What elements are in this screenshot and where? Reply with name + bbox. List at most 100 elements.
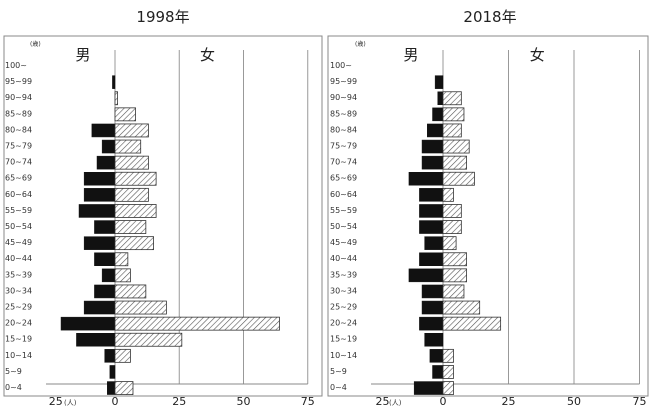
bar-male — [76, 333, 116, 347]
age-tick-label: 60~64 — [5, 190, 32, 199]
age-tick-label: 25~29 — [5, 303, 32, 312]
bar-male — [432, 365, 444, 379]
unit-label-persons: (人) — [64, 399, 77, 407]
x-tick-label: 25 — [49, 395, 63, 408]
bar-female — [442, 139, 470, 154]
bar-female — [114, 348, 131, 363]
unit-label-persons: (人) — [389, 399, 402, 407]
bar-male — [83, 172, 116, 186]
age-tick-label: 25~29 — [330, 303, 357, 312]
bar-male — [94, 220, 116, 234]
bar-female — [442, 236, 457, 251]
age-tick-label: 55~59 — [5, 206, 32, 215]
bar-male — [83, 300, 116, 315]
bar-female — [114, 187, 149, 202]
bar-female — [442, 284, 465, 299]
x-tick-label: 25 — [172, 395, 186, 408]
age-tick-label: 50~54 — [5, 222, 32, 231]
bar-male — [112, 75, 116, 89]
sex-label-male: 男 — [75, 46, 90, 64]
age-tick-label: 5~9 — [330, 367, 347, 376]
age-tick-label: 60~64 — [330, 190, 357, 199]
bar-female — [442, 252, 467, 267]
chart-title: 2018年 — [463, 8, 516, 26]
age-tick-label: 55~59 — [330, 206, 357, 215]
age-tick-label: 80~84 — [330, 125, 357, 134]
bar-female — [442, 316, 502, 331]
age-tick-label: 65~69 — [5, 174, 32, 183]
bar-male — [432, 107, 444, 122]
age-tick-label: 20~24 — [330, 319, 357, 328]
sex-label-male: 男 — [403, 46, 418, 64]
bar-male — [96, 155, 116, 170]
bar-female — [114, 171, 157, 186]
bar-male — [408, 172, 444, 186]
age-tick-label: 35~39 — [5, 270, 32, 279]
bar-female — [442, 220, 462, 234]
x-tick-label: 0 — [112, 395, 119, 408]
bar-male — [421, 300, 444, 315]
bar-male — [408, 268, 444, 283]
x-tick-label: 75 — [301, 395, 315, 408]
bar-male — [434, 75, 444, 89]
unit-label-age: (歳) — [355, 40, 366, 48]
age-tick-label: 75~79 — [5, 142, 32, 151]
sex-label-female: 女 — [530, 46, 545, 64]
bar-female — [114, 316, 280, 331]
age-tick-label: 45~49 — [5, 238, 32, 247]
bar-female — [114, 139, 142, 154]
bar-female — [442, 268, 467, 283]
bar-male — [94, 252, 116, 266]
bar-female — [442, 381, 454, 395]
age-tick-label: 10~14 — [330, 351, 357, 360]
x-tick-label: 0 — [440, 395, 447, 408]
bar-female — [442, 187, 454, 202]
bar-male — [437, 91, 444, 105]
bar-female — [442, 365, 454, 379]
bar-female — [114, 284, 147, 299]
bar-female — [442, 348, 454, 363]
bar-male — [424, 333, 444, 347]
bar-male — [421, 155, 444, 170]
bar-female — [442, 107, 465, 122]
bar-male — [419, 252, 444, 266]
bar-male — [419, 188, 444, 202]
bar-male — [419, 204, 444, 218]
bar-male — [429, 349, 444, 363]
age-tick-label: 40~44 — [330, 254, 357, 263]
bar-female — [114, 204, 157, 218]
bar-female — [442, 171, 475, 186]
bar-female — [114, 155, 149, 170]
age-tick-label: 0~4 — [5, 383, 22, 392]
age-tick-label: 35~39 — [330, 270, 357, 279]
age-tick-label: 15~19 — [330, 335, 357, 344]
bar-female — [442, 300, 481, 315]
age-tick-label: 80~84 — [5, 125, 32, 134]
bar-male — [427, 123, 444, 138]
bar-female — [114, 252, 129, 267]
age-tick-label: 100~ — [5, 61, 27, 70]
bar-male — [78, 204, 116, 218]
age-tick-label: 85~89 — [330, 109, 357, 118]
bar-male — [101, 139, 116, 154]
age-tick-label: 30~34 — [330, 286, 357, 295]
x-tick-label: 25 — [502, 395, 516, 408]
age-tick-label: 30~34 — [5, 286, 32, 295]
age-tick-label: 85~89 — [5, 109, 32, 118]
bar-female — [114, 332, 183, 347]
age-tick-label: 90~94 — [5, 93, 32, 102]
bar-male — [83, 188, 116, 202]
bar-female — [114, 268, 131, 283]
bar-male — [104, 349, 116, 363]
bar-male — [421, 284, 444, 299]
x-tick-label: 50 — [567, 395, 581, 408]
bar-male — [109, 365, 116, 379]
bar-male — [413, 381, 444, 395]
age-tick-label: 50~54 — [330, 222, 357, 231]
x-tick-label: 50 — [237, 395, 251, 408]
age-tick-label: 0~4 — [330, 383, 347, 392]
bar-female — [114, 123, 149, 138]
age-tick-label: 10~14 — [5, 351, 32, 360]
bar-female — [114, 381, 134, 395]
